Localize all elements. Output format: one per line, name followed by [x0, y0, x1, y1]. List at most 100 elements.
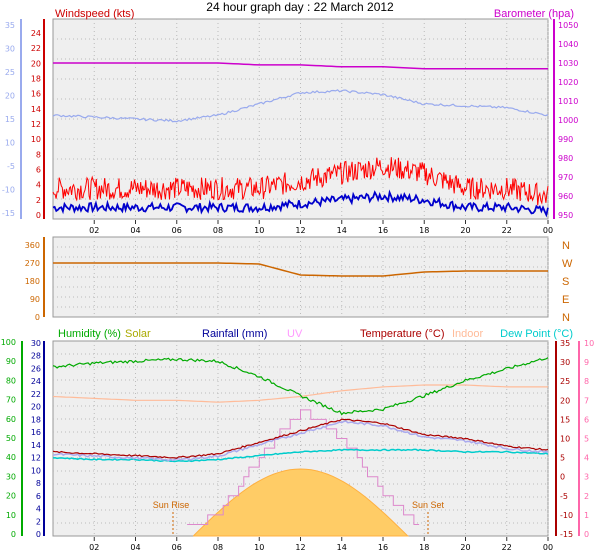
indoor-title: Indoor: [452, 328, 484, 340]
red-axis-tick: 6: [36, 166, 41, 175]
temperature-title: Temperature (°C): [360, 328, 444, 340]
humidity-axis-tick: 20: [6, 492, 16, 501]
x-tick-label: 16: [378, 543, 388, 552]
uv-axis-tick: 1: [584, 511, 589, 520]
direction-axis-tick: 90: [30, 295, 40, 304]
x-tick-label: 06: [172, 226, 182, 235]
blue-axis-tick: 25: [5, 68, 15, 77]
x-tick-label: 08: [213, 226, 223, 235]
wind-gust-series: [52, 157, 549, 206]
x-tick-label: 22: [502, 226, 512, 235]
wind-average-series: [52, 189, 549, 218]
humidity-axis-tick: 70: [6, 396, 16, 405]
uv-axis-tick: 4: [584, 454, 589, 463]
x-tick-label: 18: [419, 543, 429, 552]
x-tick-label: 22: [502, 543, 512, 552]
x-tick-label: 16: [378, 226, 388, 235]
chart-title: 24 hour graph day : 22 March 2012: [206, 0, 394, 14]
red-axis-tick: 14: [31, 105, 41, 114]
temp-axis-tick: -5: [560, 492, 568, 501]
rain-axis-tick: 10: [31, 466, 41, 475]
uv-axis-tick: 7: [584, 396, 589, 405]
temp-axis-tick: 25: [560, 377, 570, 386]
direction-axis-tick: 180: [25, 277, 40, 286]
blue-axis-tick: 30: [5, 45, 15, 54]
indoor-series: [52, 384, 548, 403]
humidity-axis-tick: 60: [6, 415, 16, 424]
uv-axis-tick: 0: [584, 530, 589, 539]
dewpoint-series: [52, 448, 549, 463]
x-tick-label: 14: [337, 226, 347, 235]
blue-axis-tick: -5: [7, 162, 15, 171]
rain-axis-tick: 4: [36, 505, 41, 514]
rain-axis-tick: 0: [36, 530, 41, 539]
barometer-series: [53, 62, 548, 70]
baro-axis-tick: 1010: [558, 97, 578, 106]
rain-axis-tick: 24: [31, 377, 41, 386]
x-tick-label: 00: [543, 543, 553, 552]
red-axis-tick: 4: [36, 181, 41, 190]
temp-axis-tick: -10: [560, 511, 573, 520]
temp-axis-tick: 20: [560, 396, 570, 405]
x-tick-label: 18: [419, 226, 429, 235]
sunrise-label: Sun Rise: [153, 500, 190, 510]
sunset-label: Sun Set: [412, 500, 445, 510]
x-tick-label: 20: [460, 226, 470, 235]
humidity-axis-tick: 30: [6, 472, 16, 481]
x-tick-label: 04: [130, 226, 140, 235]
humidity-axis-tick: 10: [6, 511, 16, 520]
rain-axis-tick: 14: [31, 441, 41, 450]
x-tick-label: 08: [213, 543, 223, 552]
temp-axis-tick: 35: [560, 339, 570, 348]
temp-axis-tick: 30: [560, 358, 570, 367]
x-tick-label: 12: [295, 543, 305, 552]
windspeed-title: Windspeed (kts): [55, 8, 134, 20]
red-axis-tick: 12: [31, 120, 41, 129]
uv-axis-tick: 5: [584, 435, 589, 444]
red-axis-tick: 20: [31, 59, 41, 68]
uv-axis-tick: 3: [584, 473, 589, 482]
compass-label: E: [562, 294, 569, 306]
x-tick-label: 06: [172, 543, 182, 552]
rain-axis-tick: 22: [31, 390, 41, 399]
direction-axis-tick: 270: [25, 259, 40, 268]
panel-wind-barometer: Windspeed (kts) Barometer (hpa) 35302520…: [2, 8, 578, 235]
red-axis-tick: 24: [31, 29, 41, 38]
humidity-axis-tick: 40: [6, 453, 16, 462]
baro-axis-tick: 1000: [558, 116, 578, 125]
baro-axis-tick: 1020: [558, 78, 578, 87]
humidity-series: [52, 357, 549, 416]
humidity-axis-tick: 100: [1, 338, 16, 347]
rain-axis-tick: 26: [31, 364, 41, 373]
baro-axis-tick: 960: [558, 192, 573, 201]
x-tick-label: 02: [89, 543, 99, 552]
rain-axis-tick: 16: [31, 428, 41, 437]
blue-axis-tick: 15: [5, 115, 15, 124]
humidity-axis-tick: 0: [11, 530, 16, 539]
baro-axis-tick: 1030: [558, 59, 578, 68]
direction-axis-tick: 0: [35, 313, 40, 322]
humidity-title: Humidity (%): [58, 328, 121, 340]
x-tick-label: 02: [89, 226, 99, 235]
temp-axis-tick: 5: [560, 454, 565, 463]
rain-axis-tick: 2: [36, 517, 41, 526]
rain-axis-tick: 30: [31, 339, 41, 348]
x-tick-label: 12: [295, 226, 305, 235]
baro-axis-tick: 990: [558, 135, 573, 144]
wind-blue-series: [52, 89, 549, 123]
red-axis-tick: 18: [31, 75, 41, 84]
x-tick-label: 20: [460, 543, 470, 552]
temp-axis-tick: 15: [560, 415, 570, 424]
uv-axis-tick: 6: [584, 415, 589, 424]
blue-axis-tick: 20: [5, 92, 15, 101]
rain-axis-tick: 18: [31, 415, 41, 424]
uv-axis-tick: 8: [584, 377, 589, 386]
baro-axis-tick: 1040: [558, 40, 578, 49]
panel-humidity-temperature: Humidity (%) Solar Rainfall (mm) UV Temp…: [1, 328, 594, 552]
uv-title: UV: [287, 328, 303, 340]
temp-axis-tick: 0: [560, 473, 565, 482]
rain-axis-tick: 6: [36, 492, 41, 501]
red-axis-tick: 22: [31, 44, 41, 53]
x-tick-label: 10: [254, 226, 264, 235]
red-axis-tick: 0: [36, 211, 41, 220]
